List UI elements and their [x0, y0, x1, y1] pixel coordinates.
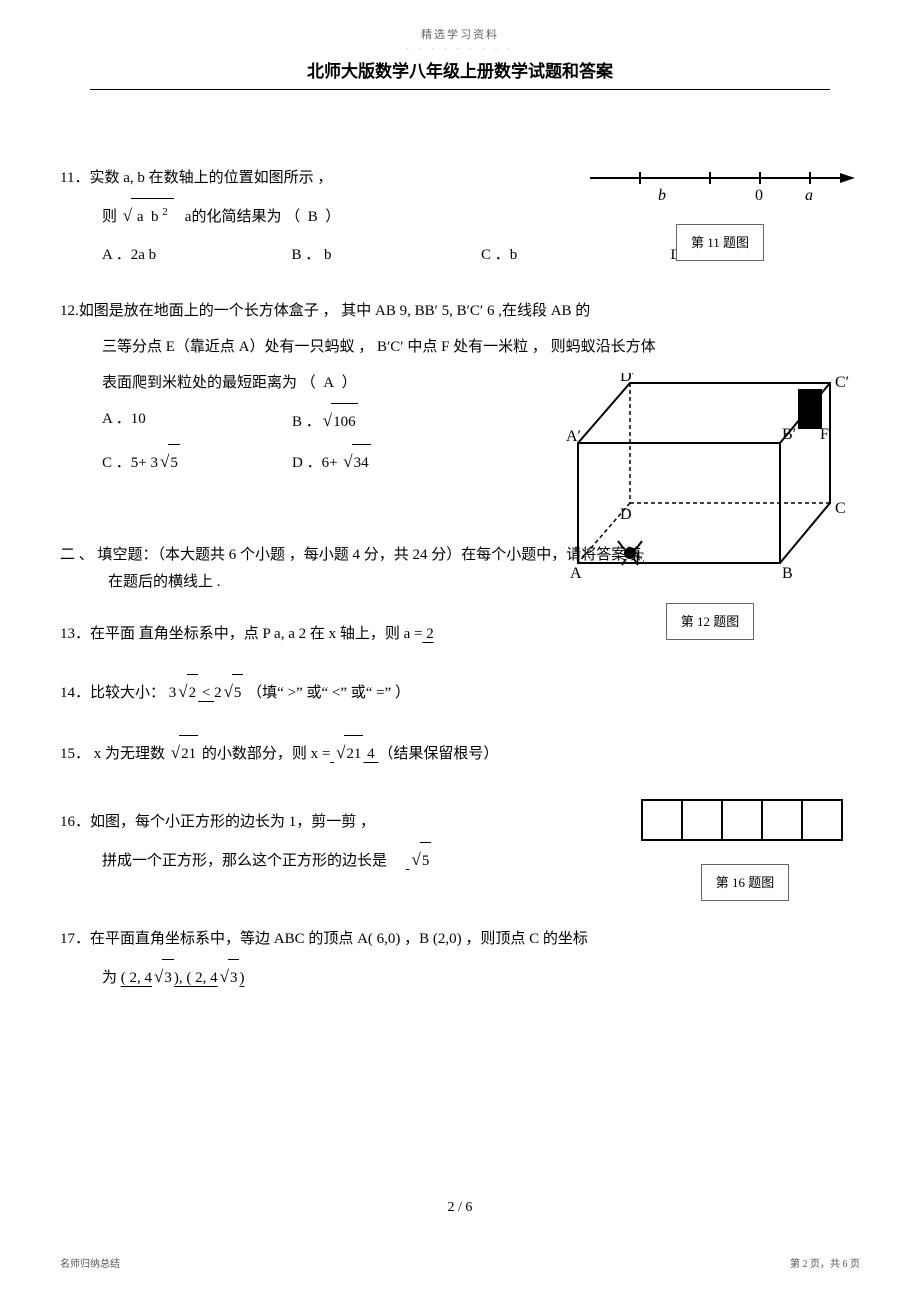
svg-text:0: 0	[755, 187, 763, 204]
q15-stem-b: 的小数部分，则 x =	[198, 746, 330, 762]
q12-choice-b: B ．106	[292, 401, 482, 442]
q12-choice-d: D ．6+ 34	[292, 442, 482, 483]
page: 精选学习资料 - - - - - - - - - 北师大版数学八年级上册数学试题…	[0, 0, 920, 1298]
svg-text:D′: D′	[620, 373, 635, 385]
q12-num: 12	[60, 303, 75, 319]
q11-num: 11	[60, 170, 74, 186]
q17-stem-a: ．在平面直角坐标系中，等边 ABC 的顶点 A( 6,0) ，B (2,0) ，…	[75, 931, 588, 947]
svg-text:C′: C′	[835, 374, 849, 391]
squares-svg	[640, 798, 850, 844]
q16-answer: 5	[406, 853, 432, 869]
question-14: 14．比较大小： 32 < 25 （填“ >” 或“ <” 或“ =” ）	[60, 672, 860, 713]
header-small: 精选学习资料	[60, 26, 860, 42]
svg-text:b: b	[658, 187, 666, 204]
q13-num: 13	[60, 626, 75, 642]
q14-stem-a: ．比较大小： 3	[75, 685, 176, 701]
question-17: 17．在平面直角坐标系中，等边 ABC 的顶点 A( 6,0) ，B (2,0)…	[60, 921, 860, 998]
q11-answer: B	[308, 209, 318, 225]
q12-figure: A B C D A′ B′ C′ D′ F E 第 12 题图	[560, 373, 860, 640]
svg-text:a: a	[805, 187, 813, 204]
q12-stem-3: 表面爬到米粒处的最短距离为 （	[102, 375, 316, 391]
question-15: 15． x 为无理数 21 的小数部分，则 x = 21 4 （结果保留根号）	[60, 733, 860, 774]
q16-stem-b: 拼成一个正方形，那么这个正方形的边长是	[102, 853, 391, 869]
page-number: 2 / 6	[0, 1200, 920, 1216]
q12-stem-2: 三等分点 E（靠近点 A）处有一只蚂蚁 ， B′C′ 中点 F 处有一米粒 ， …	[60, 329, 860, 365]
svg-text:B′: B′	[782, 426, 796, 443]
q12-choice-c: C ．5+ 35	[102, 442, 292, 483]
svg-text:A: A	[570, 565, 582, 582]
q16-figure: 第 16 题图	[630, 798, 860, 901]
content: b 0 a 第 11 题图 11．实数 a, b 在数轴上的位置如图所示 ， 则…	[60, 160, 860, 998]
doc-title: 北师大版数学八年级上册数学试题和答案	[60, 57, 860, 88]
q16-num: 16	[60, 814, 75, 830]
q13-answer: 2	[422, 626, 433, 642]
q11-stem-b-mid: a的化简结果为 （	[185, 209, 300, 225]
q11-choice-a: A ．2a b	[102, 237, 292, 273]
q17-stem-b-pre: 为	[102, 970, 121, 986]
header-dots: - - - - - - - - -	[60, 44, 860, 53]
q15-stem-a: ． x 为无理数	[75, 746, 169, 762]
svg-text:A′: A′	[566, 428, 581, 445]
footer: 名师归纳总结 第 2 页，共 6 页	[60, 1255, 860, 1270]
number-line-svg: b 0 a	[580, 156, 860, 206]
svg-text:C: C	[835, 500, 846, 517]
q17-answer: ( 2, 43), ( 2, 43)	[121, 970, 245, 986]
q12-stem-3b: ）	[342, 375, 357, 391]
q11-figure: b 0 a 第 11 题图	[580, 156, 860, 261]
q16-figure-label: 第 16 题图	[701, 864, 790, 901]
q14-num: 14	[60, 685, 75, 701]
question-11: b 0 a 第 11 题图 11．实数 a, b 在数轴上的位置如图所示 ， 则…	[60, 160, 860, 273]
q15-num: 15	[60, 746, 75, 762]
q12-choice-a: A ．10	[102, 401, 292, 442]
q17-num: 17	[60, 931, 75, 947]
q14-stem-b: （填“ >” 或“ <” 或“ =” ）	[243, 685, 410, 701]
cuboid-svg: A B C D A′ B′ C′ D′ F E	[560, 373, 860, 593]
q13-stem: ．在平面 直角坐标系中，点 P a, a 2 在 x 轴上，则 a =	[75, 626, 422, 642]
q15-answer: 21 4	[330, 746, 378, 762]
svg-text:B: B	[782, 565, 793, 582]
title-underline	[90, 88, 830, 90]
q12-stem-1: .如图是放在地面上的一个长方体盒子 ， 其中 AB 9, BB′ 5, B′C′…	[75, 303, 590, 319]
q15-stem-c: （结果保留根号）	[378, 746, 498, 762]
q11-figure-label: 第 11 题图	[676, 224, 764, 261]
q11-stem-b-pre: 则	[102, 209, 121, 225]
q11-stem-a: ．实数 a, b 在数轴上的位置如图所示 ，	[74, 170, 332, 186]
question-13: 13．在平面 直角坐标系中，点 P a, a 2 在 x 轴上，则 a = 2	[60, 616, 860, 652]
q12-answer: A	[323, 375, 334, 391]
svg-text:D: D	[620, 506, 632, 523]
footer-right: 第 2 页，共 6 页	[790, 1255, 860, 1270]
question-16: 第 16 题图 16．如图，每个小正方形的边长为 1，剪一剪 ， 拼成一个正方形…	[60, 804, 860, 881]
question-12: A B C D A′ B′ C′ D′ F E 第 12 题图	[60, 293, 860, 483]
footer-left: 名师归纳总结	[60, 1255, 120, 1270]
q16-stem-a: ．如图，每个小正方形的边长为 1，剪一剪 ，	[75, 814, 375, 830]
q11-stem-b-post: ）	[325, 209, 340, 225]
q11-choice-b: B ． b	[292, 237, 482, 273]
